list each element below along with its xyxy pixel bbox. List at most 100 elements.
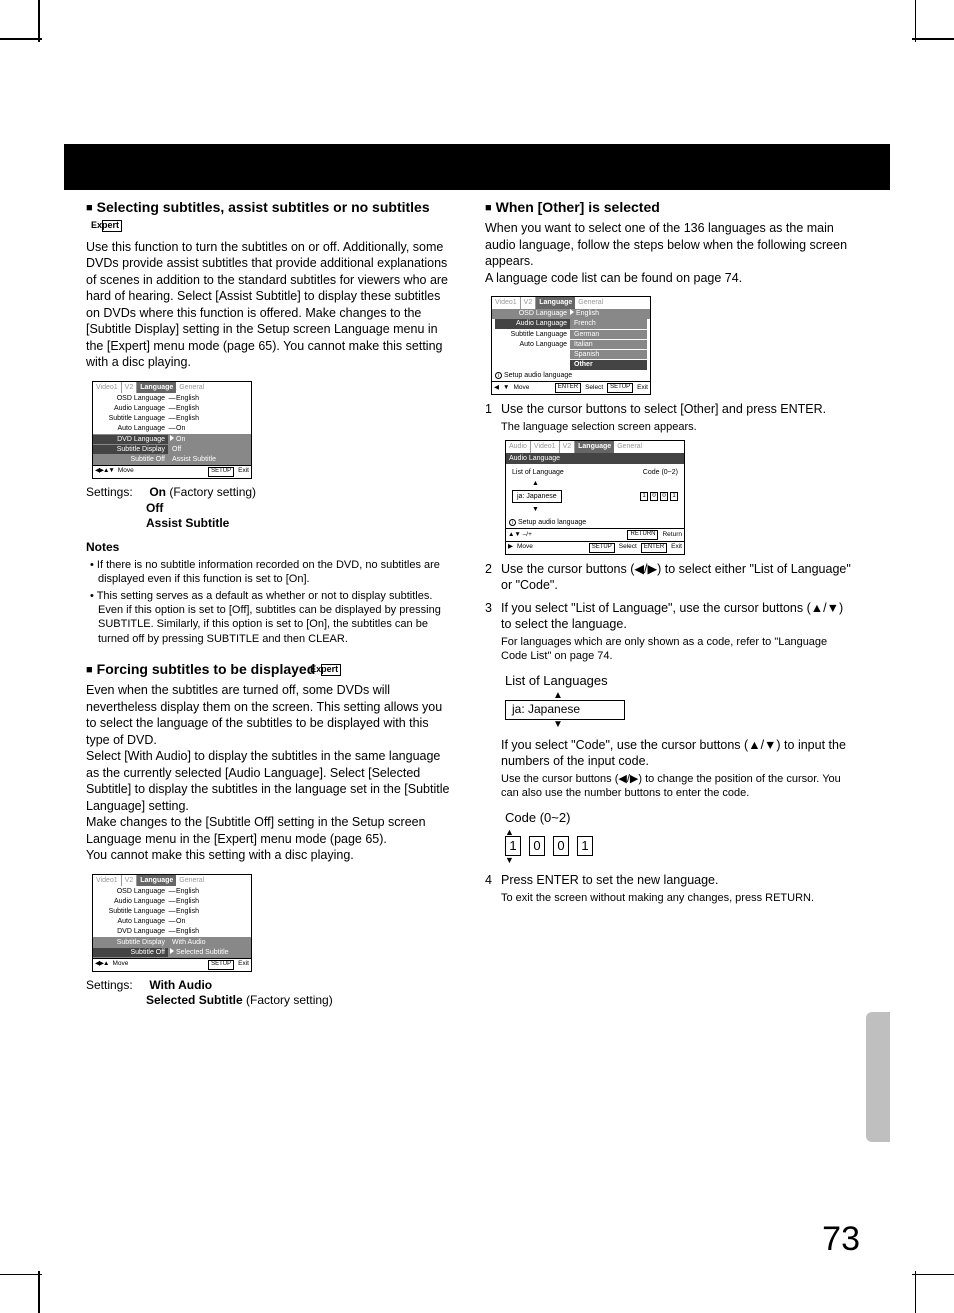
tab-v2: V2	[560, 441, 576, 452]
up-arrow-icon: ▲	[553, 691, 854, 700]
tab-language: Language	[137, 382, 176, 393]
menu-val: Other	[570, 360, 647, 369]
menu-key: Auto Language	[495, 340, 570, 349]
menu-tabs: Video1 V2 Language General	[93, 875, 251, 886]
setting-assist: Assist Subtitle	[146, 516, 229, 530]
menu-val: On	[176, 436, 185, 443]
menu-key: Subtitle Language	[495, 330, 570, 339]
menu-val: English	[176, 394, 251, 403]
up-arrow-icon: ▲	[532, 479, 678, 488]
menu-key: Auto Language	[93, 917, 168, 926]
crop-mark	[912, 38, 954, 40]
footer-exit: Exit	[671, 543, 682, 552]
section-title-text: Forcing subtitles to be displayed	[97, 661, 316, 677]
tab-video1: Video1	[492, 297, 521, 308]
setting-suffix: (Factory setting)	[166, 485, 256, 499]
menu-val: Off	[168, 445, 251, 454]
menu-val: Selected Subtitle	[176, 949, 229, 956]
down-arrow-icon: ▼	[503, 384, 509, 393]
menu-val: On	[176, 917, 251, 926]
menu-val: German	[570, 330, 647, 339]
menu-key: Subtitle Off	[93, 948, 168, 957]
up-arrow-icon: ▲	[505, 828, 521, 836]
right-arrow-icon: ▶	[508, 543, 513, 552]
step-text: Use the cursor buttons to select [Other]…	[501, 402, 826, 416]
tab-language: Language	[575, 441, 614, 452]
language-menu-screenshot: Video1 V2 Language General OSD LanguageE…	[491, 296, 651, 395]
footer-move: Move	[118, 467, 134, 476]
step-subtext: To exit the screen without making any ch…	[501, 891, 854, 906]
code-digit: 1	[670, 492, 678, 501]
settings-line: Settings: With Audio Selected Subtitle (…	[86, 978, 455, 1010]
step-1: 1 Use the cursor buttons to select [Othe…	[485, 401, 854, 434]
para-sub: Use the cursor buttons (◀/▶) to change t…	[501, 772, 854, 801]
nav-arrows-icon: ◀▶▲	[95, 960, 108, 969]
menu-key: Auto Language	[93, 424, 168, 433]
menu-val: English	[176, 907, 251, 916]
footer-setup: SETUP	[607, 383, 633, 393]
menu-key: DVD Language	[93, 927, 168, 936]
info-icon: i	[495, 372, 502, 379]
section-title-subtitles: ■Selecting subtitles, assist subtitles o…	[100, 198, 455, 235]
step-number: 4	[485, 872, 501, 905]
menu-hint: iSetup audio language	[492, 370, 650, 381]
menu-footer: ▲▼ –/+ RETURN Return	[506, 528, 684, 541]
setting-suffix: (Factory setting)	[243, 993, 333, 1007]
section-title-other: ■When [Other] is selected	[499, 198, 854, 216]
menu-val: English	[176, 887, 251, 896]
arrow-column: ▲1▼	[505, 828, 521, 864]
figure-title: List of Languages	[505, 672, 854, 689]
setup-menu-screenshot: Video1 V2 Language General OSD Language—…	[92, 874, 252, 972]
settings-line: Settings: On (Factory setting) Off Assis…	[86, 485, 455, 532]
menu-val: English	[570, 309, 647, 318]
menu-val: Assist Subtitle	[168, 455, 251, 464]
setting-on: On	[149, 485, 166, 499]
crop-mark	[915, 1271, 917, 1313]
square-bullet-icon: ■	[86, 202, 93, 214]
para: If you select "Code", use the cursor but…	[501, 737, 854, 770]
footer-return: Return	[662, 531, 682, 540]
step-3: 3 If you select "List of Language", use …	[485, 600, 854, 664]
menu-footer: ◀ ▼ Move ENTER Select SETUP Exit	[492, 381, 650, 394]
step-number: 3	[485, 600, 501, 664]
section-title-forcing: ■Forcing subtitles to be displayed Exper…	[100, 660, 455, 678]
list-label: List of Language	[512, 468, 643, 477]
code-digit: 0	[529, 836, 545, 856]
crop-mark	[38, 1271, 40, 1313]
step-2: 2 Use the cursor buttons (◀/▶) to select…	[485, 561, 854, 594]
code-digit: 0	[553, 836, 569, 856]
left-arrow-icon: ◀	[494, 384, 499, 393]
tab-general: General	[614, 441, 684, 452]
settings-label: Settings:	[86, 485, 146, 501]
menu-val: English	[176, 897, 251, 906]
footer-setup: SETUP	[208, 467, 234, 477]
footer-move: Move	[513, 384, 529, 393]
step-4: 4 Press ENTER to set the new language. T…	[485, 872, 854, 905]
menu-tabs: Audio Video1 V2 Language General	[506, 441, 684, 452]
page-number: 73	[822, 1220, 860, 1259]
footer-move: Move	[112, 960, 128, 969]
code-figure: Code (0~2) ▲1▼ 0 0 1	[505, 809, 854, 864]
setup-menu-screenshot: Video1 V2 Language General OSD Language—…	[92, 381, 252, 479]
menu-footer: ◀▶▲▼ Move SETUP Exit	[93, 465, 251, 478]
tab-audio: Audio	[506, 441, 531, 452]
menu-key: OSD Language	[93, 394, 168, 403]
crop-mark	[915, 0, 917, 42]
tab-general: General	[575, 297, 650, 308]
menu-val: Italian	[570, 340, 647, 349]
down-arrow-icon: ▼	[553, 720, 854, 729]
footer-setup: SETUP	[589, 543, 615, 553]
para: Use this function to turn the subtitles …	[86, 239, 455, 371]
list-of-languages-figure: List of Languages ▲ ja: Japanese ▼	[505, 672, 854, 729]
crop-mark	[912, 1274, 954, 1276]
footer-exit: Exit	[637, 384, 648, 393]
tab-v2: V2	[521, 297, 537, 308]
footer-select: Select	[585, 384, 603, 393]
code-digit: 0	[660, 492, 668, 501]
nav-arrows-icon: ◀▶▲▼	[95, 467, 114, 476]
code-digit: 1	[640, 492, 648, 501]
square-bullet-icon: ■	[86, 664, 93, 676]
section-title-text: When [Other] is selected	[496, 199, 660, 215]
menu-hint: iSetup audio language	[506, 517, 684, 528]
para: Even when the subtitles are turned off, …	[86, 682, 455, 864]
